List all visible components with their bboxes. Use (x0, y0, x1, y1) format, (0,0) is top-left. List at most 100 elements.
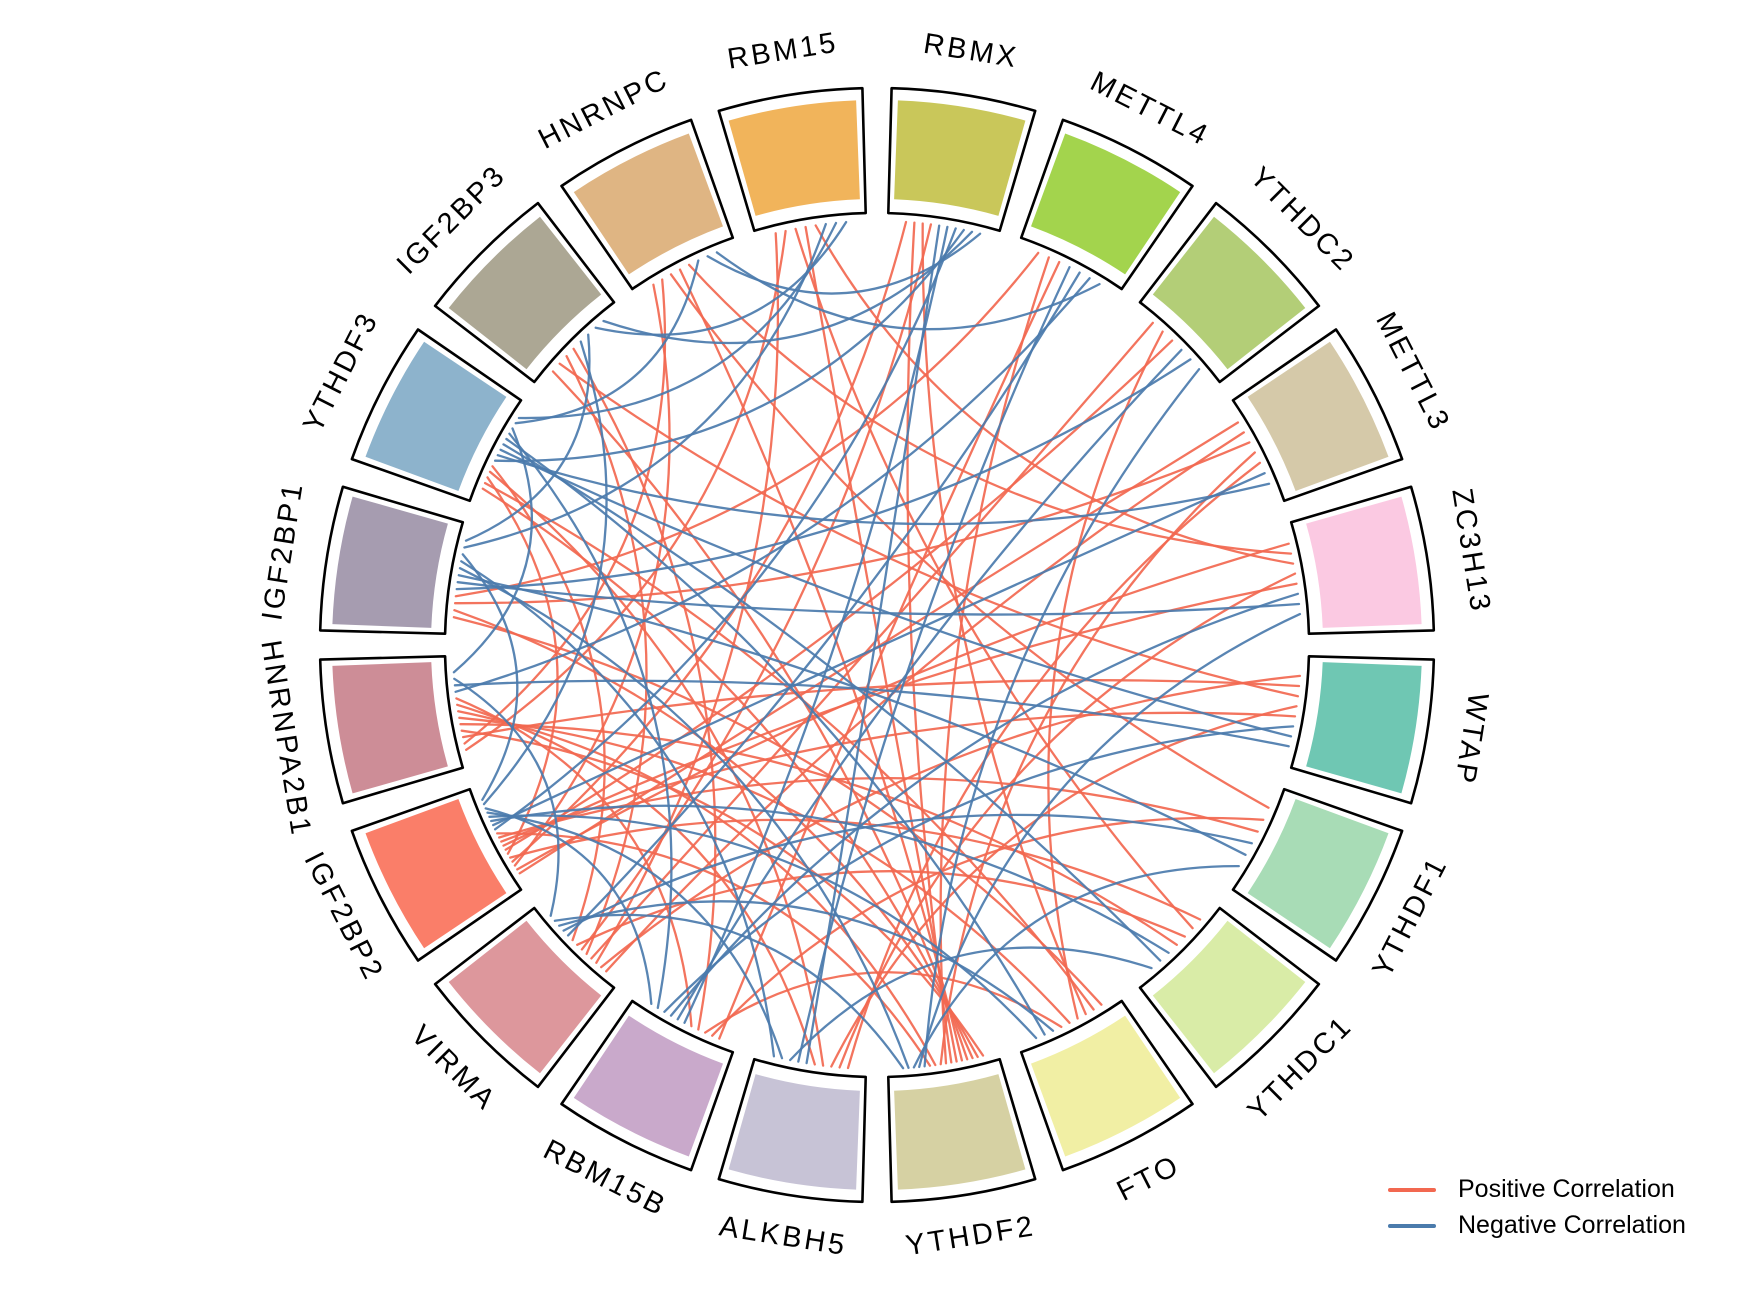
chord-YTHDF2-IGF2BP1-negative (458, 567, 910, 1069)
chord-YTHDF2-VIRMA-negative (553, 913, 905, 1070)
chord-RBMX-YTHDF2-positive (906, 221, 953, 1064)
sector-fill-HNRNPA2B1 (332, 662, 448, 794)
chord-RBM15-YTHDF2-positive (804, 225, 958, 1063)
gene-label-RBMX: RBMX (921, 28, 1021, 75)
legend: Positive Correlation Negative Correlatio… (1388, 1175, 1686, 1240)
chord-ALKBH5-IGF2BP1-negative (460, 560, 776, 1058)
sector-fill-RBM15 (728, 100, 860, 216)
chord-RBMX-VIRMA-positive (580, 223, 933, 951)
chord-FTO-RBM15B-positive (704, 971, 1063, 1034)
chord-METTL3-ALKBH5-positive (846, 461, 1262, 1070)
legend-item-negative: Negative Correlation (1388, 1211, 1686, 1240)
chord-METTL3-IGF2BP2-negative (492, 472, 1266, 827)
chord-YTHDC2-YTHDF2-negative (923, 368, 1201, 1068)
chord-YTHDC2-FTO-positive (1047, 330, 1164, 1020)
chord-VIRMA-HNRNPA2B1-negative (453, 677, 560, 917)
sector-fill-IGF2BP1 (332, 496, 448, 628)
chord-WTAP-IGF2BP2-positive (500, 711, 1297, 843)
chord-IGF2BP1-RBM15-negative (463, 222, 827, 549)
gene-label-ZC3H13: ZC3H13 (1445, 486, 1496, 615)
chord-IGF2BP2-RBMX-positive (511, 220, 908, 863)
chord-ZC3H13-RBM15B-negative (669, 592, 1300, 1017)
chord-RBMX-RBM15B-negative (683, 225, 949, 1024)
chord-YTHDF3-FTO-positive (483, 481, 1095, 1011)
gene-label-HNRNPA2B1: HNRNPA2B1 (254, 638, 317, 839)
sector-fill-HNRNPC (573, 133, 723, 275)
chord-METTL4-YTHDF2-positive (939, 256, 1050, 1065)
sector-fill-METTL3 (1247, 341, 1389, 491)
chord-RBMX-IGF2BP2-negative (493, 227, 957, 831)
chord-HNRNPA2B1-YTHDF3-negative (452, 427, 534, 674)
sector-fill-YTHDC1 (1152, 920, 1306, 1074)
gene-label-WTAP: WTAP (1448, 690, 1494, 787)
positive-correlation-label: Positive Correlation (1458, 1175, 1675, 1203)
chord-IGF2BP3-RBM15-negative (594, 220, 848, 336)
chord-IGF2BP1-METTL4-positive (454, 251, 1040, 598)
sector-fill-ALKBH5 (728, 1074, 860, 1190)
chord-ZC3H13-IGF2BP2-positive (502, 582, 1298, 847)
chord-RBM15B-IGF2BP2-negative (484, 807, 653, 1006)
gene-label-FTO: FTO (1112, 1149, 1186, 1208)
gene-label-RBM15: RBM15 (725, 27, 840, 76)
chord-ALKBH5-YTHDF3-positive (488, 470, 825, 1067)
negative-correlation-line-swatch (1388, 1223, 1436, 1228)
chord-YTHDF3-YTHDF2-positive (481, 487, 974, 1060)
chord-FTO-VIRMA-negative (558, 900, 1055, 1032)
chord-ZC3H13-IGF2BP1-negative (456, 581, 1301, 616)
chord-HNRNPC-ZC3H13-positive (687, 263, 1293, 555)
positive-correlation-line-swatch (1388, 1187, 1436, 1192)
chord-IGF2BP1-FTO-positive (452, 616, 1103, 1006)
sector-fill-RBMX (894, 100, 1026, 216)
chord-HNRNPA2B1-YTHDF2-positive (460, 729, 985, 1057)
chord-RBM15B-IGF2BP3-positive (572, 347, 717, 1031)
chord-IGF2BP2-YTHDC1-positive (509, 818, 1202, 921)
chord-HNRNPC-RBMX-negative (706, 232, 982, 295)
sector-fill-WTAP (1306, 662, 1422, 794)
chord-ZC3H13-YTHDF2-negative (918, 612, 1302, 1069)
chord-YTHDF2-IGF2BP2-positive (496, 832, 932, 1067)
chord-RBM15B-YTHDF3-negative (508, 432, 673, 1010)
chord-METTL4-ALKBH5-negative (797, 266, 1071, 1063)
chord-WTAP-HNRNPA2B1-negative (453, 679, 1290, 748)
chord-METTL4-RBM15B-positive (718, 260, 1061, 1040)
chord-RBM15-ZC3H13-positive (814, 224, 1295, 565)
chord-YTHDC1-HNRNPA2B1-positive (459, 723, 1178, 946)
chord-IGF2BP2-IGF2BP1-negative (461, 553, 519, 801)
chord-IGF2BP1-IGF2BP3-negative (464, 333, 591, 542)
gene-label-YTHDF2: YTHDF2 (904, 1210, 1038, 1262)
gene-label-ALKBH5: ALKBH5 (717, 1210, 850, 1262)
chord-HNRNPC-METTL4-negative (715, 251, 1101, 331)
sector-ring (318, 86, 1436, 1204)
sector-fill-YTHDF2 (894, 1074, 1026, 1190)
sector-fill-YTHDC2 (1152, 216, 1306, 370)
chord-VIRMA-YTHDC2-positive (590, 321, 1154, 960)
chord-HNRNPA2B1-HNRNPC-positive (463, 278, 667, 745)
negative-correlation-label: Negative Correlation (1458, 1211, 1686, 1239)
chords-layer (452, 220, 1302, 1070)
sector-fill-RBM15B (573, 1015, 723, 1157)
chord-YTHDC1-IGF2BP2-negative (490, 804, 1170, 954)
sector-fill-IGF2BP3 (448, 216, 602, 370)
chord-HNRNPA2B1-WTAP-positive (461, 679, 1301, 739)
chord-WTAP-YTHDF3-negative (499, 448, 1293, 738)
chord-YTHDC2-IGF2BP1-negative (455, 358, 1192, 591)
chord-FTO-YTHDF3-negative (505, 437, 1046, 1036)
chord-WTAP-RBM15B-negative (663, 725, 1295, 1013)
chord-METTL4-VIRMA-negative (566, 271, 1081, 937)
chord-YTHDC1-VIRMA-positive (576, 870, 1186, 946)
gene-label-IGF2BP1: IGF2BP1 (256, 479, 310, 623)
chord-YTHDF1-VIRMA-negative (562, 813, 1253, 932)
chord-IGF2BP2-ZC3H13-positive (516, 542, 1290, 871)
sector-fill-VIRMA (448, 920, 602, 1074)
chord-RBMX-YTHDF3-negative (493, 228, 965, 463)
chord-YTHDF2-HNRNPA2B1-positive (457, 710, 937, 1067)
chord-RBMX-FTO-positive (921, 222, 1087, 1016)
legend-item-positive: Positive Correlation (1388, 1175, 1686, 1204)
chord-IGF2BP3-RBMX-negative (602, 230, 974, 345)
chord-YTHDF1-IGF2BP1-negative (457, 574, 1247, 856)
chord-ALKBH5-IGF2BP2-negative (486, 811, 784, 1060)
sector-fill-YTHDF3 (365, 341, 507, 491)
chord-METTL3-YTHDF3-negative (496, 454, 1271, 526)
chord-VIRMA-METTL3-positive (605, 431, 1245, 973)
